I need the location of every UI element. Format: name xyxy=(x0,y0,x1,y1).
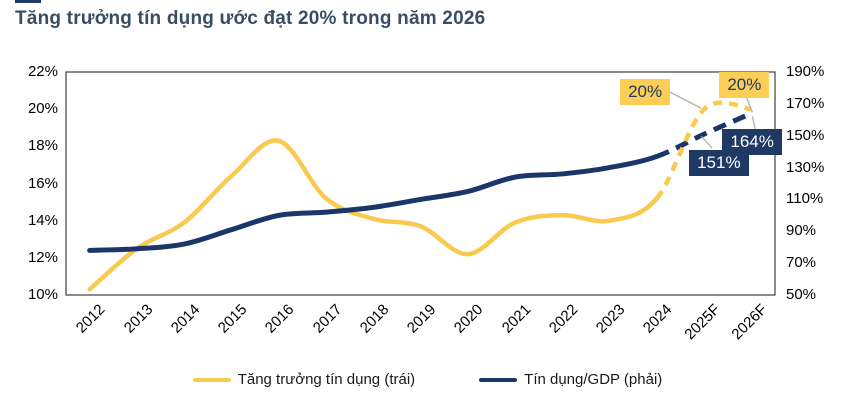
legend-item-credit-to-gdp: Tín dụng/GDP (phải) xyxy=(479,371,662,388)
annotation-leader-line xyxy=(700,135,713,149)
y-axis-tick-right: 130% xyxy=(786,158,825,176)
legend-swatch-credit-to-gdp xyxy=(479,377,518,382)
legend-swatch-credit-growth xyxy=(192,377,231,382)
y-axis-tick-left: 10% xyxy=(27,286,58,303)
plot-border xyxy=(65,71,776,296)
credit-to-gdp-line-forecast-dashed xyxy=(655,111,753,159)
credit-growth-line-solid xyxy=(87,138,660,292)
legend-label-credit-growth: Tăng trưởng tín dụng (trái) xyxy=(237,371,416,388)
y-axis-tick-left: 18% xyxy=(27,137,58,155)
y-axis-tick-left: 16% xyxy=(27,174,58,192)
legend-item-credit-growth: Tăng trưởng tín dụng (trái) xyxy=(192,371,416,388)
y-axis-tick-left: 14% xyxy=(27,211,58,229)
page-title: Tăng trưởng tín dụng ước đạt 20% trong n… xyxy=(15,8,486,29)
annotation-leader-line xyxy=(669,91,702,109)
y-axis-tick-right: 110% xyxy=(786,190,824,208)
annotation-credit-growth-2026f: 20% xyxy=(719,72,770,99)
annotation-credit-to-gdp-2026f: 164% xyxy=(722,129,782,156)
y-axis-tick-right: 170% xyxy=(786,94,825,112)
y-axis-tick-right: 70% xyxy=(786,254,817,272)
credit-to-gdp-line-solid xyxy=(87,153,660,253)
legend-label-credit-to-gdp: Tín dụng/GDP (phải) xyxy=(524,371,663,388)
header-accent-bar xyxy=(15,0,41,3)
chart-legend: Tăng trưởng tín dụng (trái) Tín dụng/GDP… xyxy=(0,371,855,388)
y-axis-tick-right: 50% xyxy=(786,286,817,303)
annotation-leader-line xyxy=(751,116,756,131)
y-axis-tick-left: 22% xyxy=(27,63,58,80)
credit-growth-line-forecast-dashed xyxy=(655,100,752,200)
annotation-credit-to-gdp-2025f: 151% xyxy=(689,150,749,177)
annotation-credit-growth-2025f: 20% xyxy=(620,79,671,106)
y-axis-tick-right: 190% xyxy=(786,63,825,80)
y-axis-tick-right: 150% xyxy=(786,126,825,144)
y-axis-tick-left: 20% xyxy=(27,100,58,118)
y-axis-tick-left: 12% xyxy=(27,248,58,266)
y-axis-tick-right: 90% xyxy=(786,222,817,240)
annotation-leader-line xyxy=(745,96,753,113)
